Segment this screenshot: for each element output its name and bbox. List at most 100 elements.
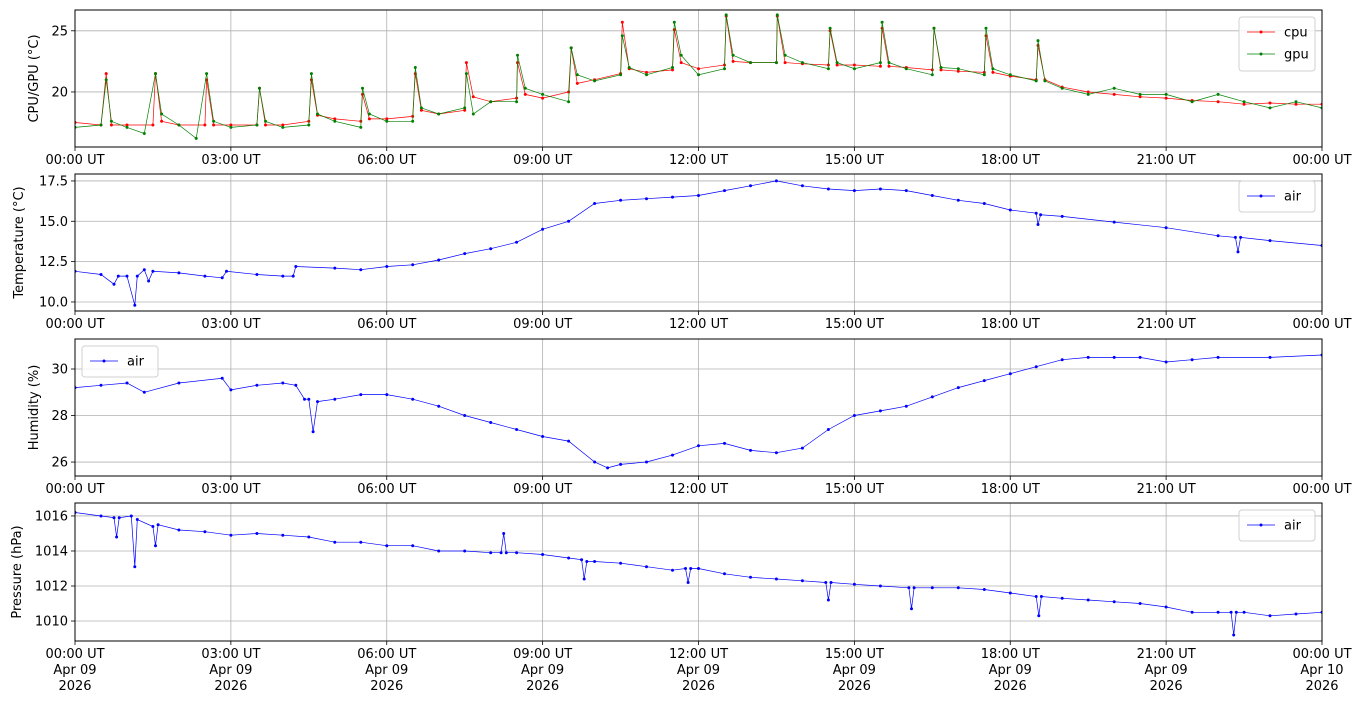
series-gpu <box>75 13 1322 140</box>
air-point <box>1164 605 1168 609</box>
air-point <box>1232 633 1236 637</box>
legend-box <box>1238 16 1316 72</box>
cpu-point <box>575 81 579 85</box>
cpu-point <box>109 123 113 127</box>
air-point <box>1229 610 1233 614</box>
subplot-3: 00:00 UT 03:00 UT 06:00 UT 09:00 UT 12:00 UT… <box>27 338 1352 497</box>
x-tick-label: 00:00 UT <box>45 647 104 662</box>
gpu-point <box>880 20 884 24</box>
legend-box <box>1238 509 1316 542</box>
air-point <box>203 274 207 278</box>
air-point <box>1086 598 1090 602</box>
air-point <box>1234 610 1238 614</box>
air-point <box>1233 235 1237 239</box>
air-point <box>504 551 508 555</box>
air-point <box>1037 614 1041 618</box>
gpu-point <box>437 112 441 116</box>
air-point <box>437 549 441 553</box>
air-point <box>1268 614 1272 618</box>
gpu-point <box>99 123 103 127</box>
air-point <box>904 189 908 193</box>
air-point <box>1164 226 1168 230</box>
air-point <box>437 404 441 408</box>
air-point <box>912 586 916 590</box>
air-point <box>294 265 298 268</box>
gpu-point <box>783 53 787 57</box>
air-point <box>333 266 337 270</box>
x-tick-label: 03:00 UT <box>201 153 260 168</box>
legend-label: air <box>127 355 145 370</box>
gpu-point <box>749 61 752 65</box>
air-point <box>826 187 830 191</box>
cpu-point <box>419 108 423 112</box>
x-tick-label: 21:00 UT <box>1137 482 1196 497</box>
gpu-point <box>359 125 363 129</box>
cpu-point <box>835 63 839 67</box>
gpu-point <box>852 67 856 71</box>
air-point <box>99 383 103 387</box>
x-tick-label: 21:00 UT <box>1137 317 1196 332</box>
gpu-point <box>229 125 233 129</box>
y-tick-label: 17.5 <box>39 174 68 189</box>
gpu-point <box>463 106 467 110</box>
cpu-point <box>1086 90 1090 94</box>
air-point <box>826 428 830 431</box>
gpu-point <box>828 26 832 30</box>
y-tick-label: 1016 <box>35 509 68 524</box>
air-point <box>489 247 493 251</box>
y-tick-label: 25 <box>51 24 68 39</box>
air-point <box>1190 610 1194 614</box>
legend: air <box>1238 180 1316 213</box>
legend-box <box>81 345 159 378</box>
cpu-point <box>229 123 233 127</box>
x-tick-label: 12:00 UT <box>669 153 728 168</box>
air-point <box>749 448 752 452</box>
legend-label: gpu <box>1284 48 1309 63</box>
air-point <box>567 439 571 443</box>
x-tick-label: 18:00 UT <box>981 317 1040 332</box>
gpu-point <box>930 73 934 77</box>
x-tick-label: 09:00 UT <box>513 153 572 168</box>
x-tick-label: 03:00 UT <box>201 647 260 662</box>
gpu-point <box>620 34 624 38</box>
gpu-point <box>984 26 988 30</box>
air-point <box>147 279 151 283</box>
x-tick-label: 06:00 UT <box>357 317 416 332</box>
air-point <box>1008 372 1012 376</box>
x-tick-label: Apr 09 <box>209 663 252 678</box>
air-point <box>982 202 986 205</box>
air-point <box>824 581 828 584</box>
y-tick-label: 1010 <box>35 615 68 630</box>
air-point <box>697 444 700 448</box>
gpu-point <box>307 123 311 127</box>
x-tick-label: 00:00 UT <box>45 482 104 497</box>
subplot-2: 00:00 UT 03:00 UT 06:00 UT 09:00 UT 12:00 UT… <box>12 173 1352 332</box>
air-point <box>117 516 121 520</box>
air-point <box>800 579 804 583</box>
cpu-point <box>264 123 267 127</box>
x-tick-label: 03:00 UT <box>201 482 260 497</box>
air-point <box>684 567 687 570</box>
air-point <box>515 428 519 431</box>
x-tick-label: 00:00 UT <box>1292 317 1351 332</box>
air-point <box>774 179 778 183</box>
air-point <box>307 535 311 539</box>
air-point <box>151 525 155 528</box>
air-point <box>1242 610 1246 614</box>
axes-frame <box>74 9 1323 148</box>
cpu-point <box>463 108 467 112</box>
x-tick-label: 06:00 UT <box>357 647 416 662</box>
axes-frame <box>74 502 1323 642</box>
gpu-point <box>516 53 519 57</box>
air-point <box>671 453 674 457</box>
air-point <box>1008 591 1012 595</box>
gpu-point <box>593 79 597 83</box>
y-tick-label: 1014 <box>35 544 68 559</box>
air-point <box>1039 595 1043 598</box>
air-point <box>1060 596 1064 600</box>
air-point <box>689 567 693 570</box>
air-point <box>749 575 752 579</box>
gpu-point <box>1060 86 1064 90</box>
x-tick-label: 2026 <box>1150 679 1183 694</box>
gpu-point <box>835 61 839 65</box>
